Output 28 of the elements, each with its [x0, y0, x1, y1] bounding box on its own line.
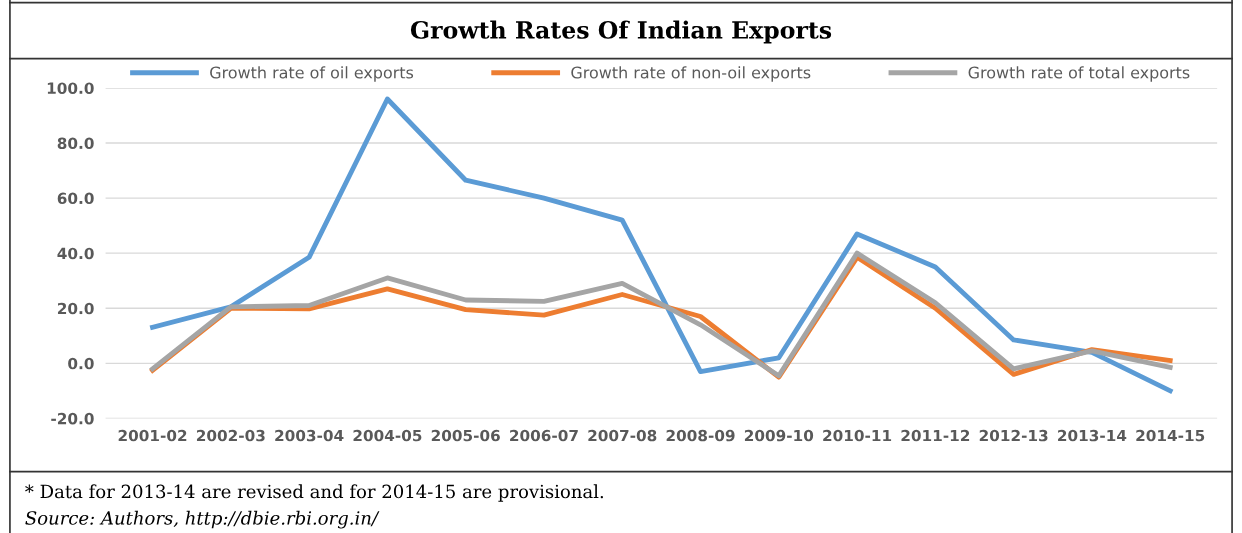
chart-title: Growth Rates Of Indian Exports: [410, 20, 832, 44]
source-note: Source: Authors, http://dbie.rbi.org.in/: [25, 510, 380, 529]
legend-label: Growth rate of non-oil exports: [571, 66, 811, 82]
text: * Data for 2013-14 are revised and for 2014-15 are provisional.: [25, 484, 604, 502]
y-tick-label: 80.0: [57, 137, 94, 150]
x-tick-label: 2010-11: [823, 429, 892, 442]
legend-label: Growth rate of total exports: [968, 66, 1190, 82]
x-tick-label: 2003-04: [275, 429, 344, 442]
y-tick-label: 0.0: [68, 357, 94, 370]
legend-label: Growth rate of oil exports: [210, 66, 414, 82]
x-tick-label: 2011-12: [901, 429, 970, 442]
x-tick-label: 2012-13: [979, 429, 1048, 442]
y-tick-label: 20.0: [57, 302, 94, 315]
y-tick-label: 60.0: [57, 192, 94, 205]
x-tick-label: 2008-09: [666, 429, 735, 442]
x-tick-label: 2005-06: [431, 429, 500, 442]
y-tick-label: 40.0: [57, 247, 94, 260]
x-tick-label: 2014-15: [1136, 429, 1205, 442]
x-tick-label: 2007-08: [588, 429, 657, 442]
x-tick-label: 2002-03: [196, 429, 265, 442]
x-tick-label: 2006-07: [510, 429, 578, 442]
y-tick-label: -20.0: [51, 412, 94, 425]
x-tick-label: 2001-02: [118, 429, 187, 442]
y-tick-label: 100.0: [47, 82, 94, 94]
x-tick-label: 2013-14: [1058, 429, 1127, 442]
x-tick-label: 2004-05: [353, 429, 422, 442]
line-series: [150, 96, 1173, 394]
x-tick-label: 2009-10: [744, 429, 814, 442]
